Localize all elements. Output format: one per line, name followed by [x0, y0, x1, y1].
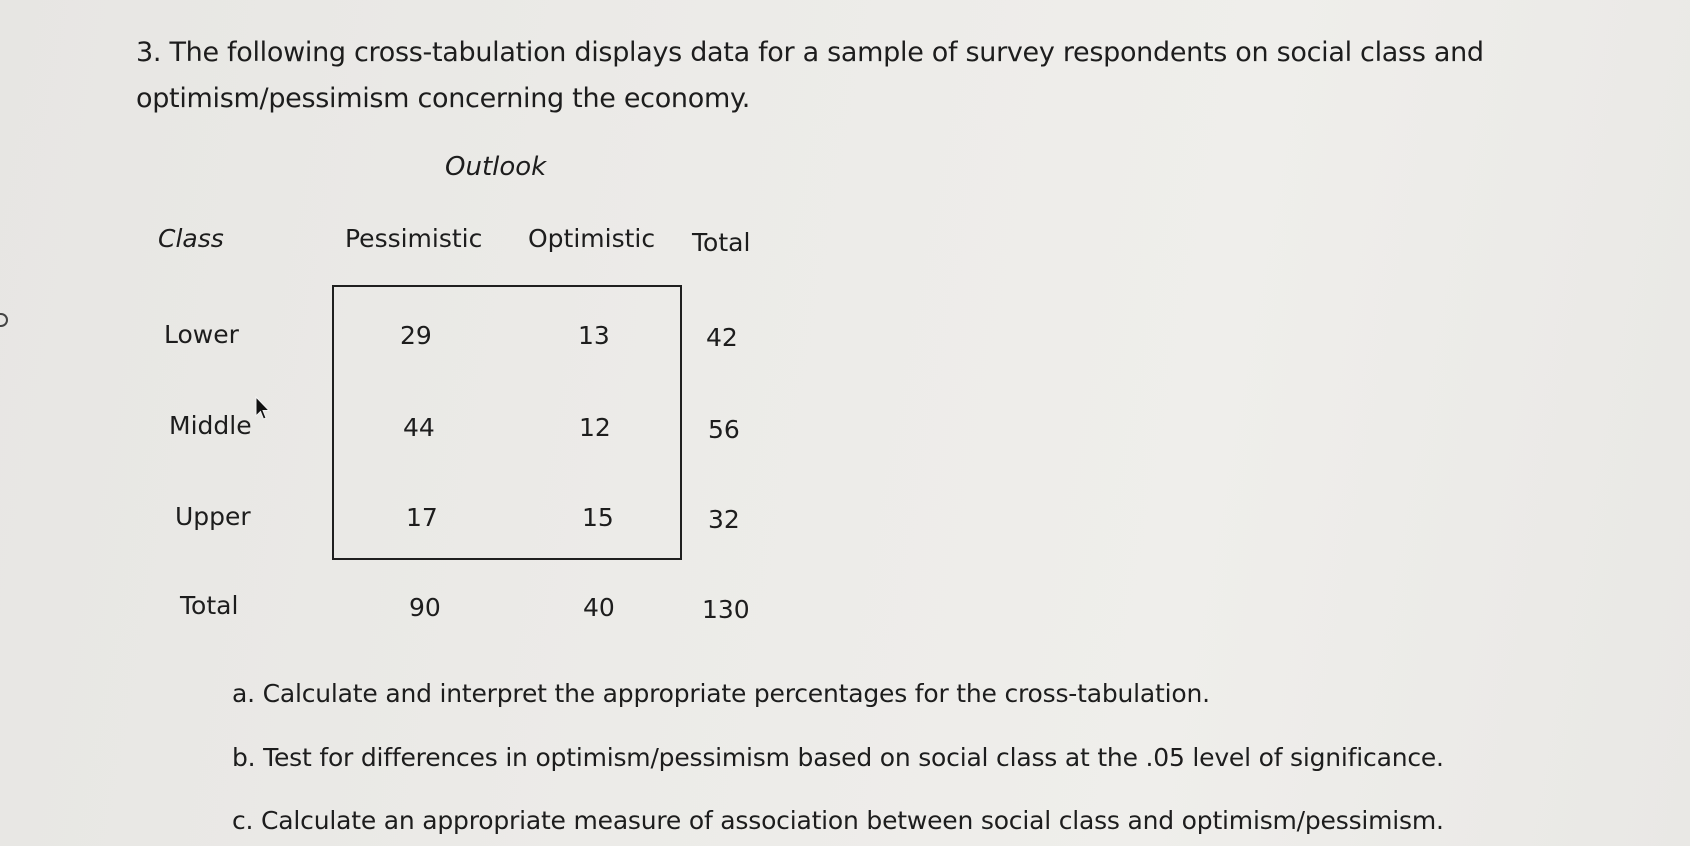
row-label-total: Total	[180, 591, 239, 620]
cross-tab-box	[332, 285, 682, 560]
mouse-pointer-icon	[255, 396, 270, 420]
cell-upper-total: 32	[708, 505, 740, 534]
cell-upper-pessimistic: 17	[406, 503, 438, 532]
part-b: b. Test for differences in optimism/pess…	[232, 743, 1444, 772]
part-a: a. Calculate and interpret the appropria…	[232, 679, 1210, 708]
row-label-middle: Middle	[169, 411, 252, 440]
edge-fragment	[0, 313, 8, 327]
column-group-label: Outlook	[445, 152, 547, 182]
cell-total-optimistic: 40	[583, 593, 615, 622]
column-header-optimistic: Optimistic	[528, 224, 656, 253]
cell-upper-optimistic: 15	[582, 503, 614, 532]
part-c: c. Calculate an appropriate measure of a…	[232, 806, 1444, 835]
cell-lower-pessimistic: 29	[400, 321, 432, 350]
question-text: 3. The following cross-tabulation displa…	[136, 37, 1484, 114]
row-label-upper: Upper	[175, 502, 251, 531]
cell-middle-pessimistic: 44	[403, 413, 435, 442]
cell-total-grand: 130	[702, 595, 750, 624]
column-header-pessimistic: Pessimistic	[345, 224, 483, 253]
cell-lower-total: 42	[706, 323, 738, 352]
row-label-lower: Lower	[164, 320, 239, 349]
cell-lower-optimistic: 13	[578, 321, 610, 350]
column-header-total: Total	[692, 228, 751, 257]
cell-middle-total: 56	[708, 415, 740, 444]
row-header-class: Class	[158, 224, 224, 253]
cell-total-pessimistic: 90	[409, 593, 441, 622]
cell-middle-optimistic: 12	[579, 413, 611, 442]
